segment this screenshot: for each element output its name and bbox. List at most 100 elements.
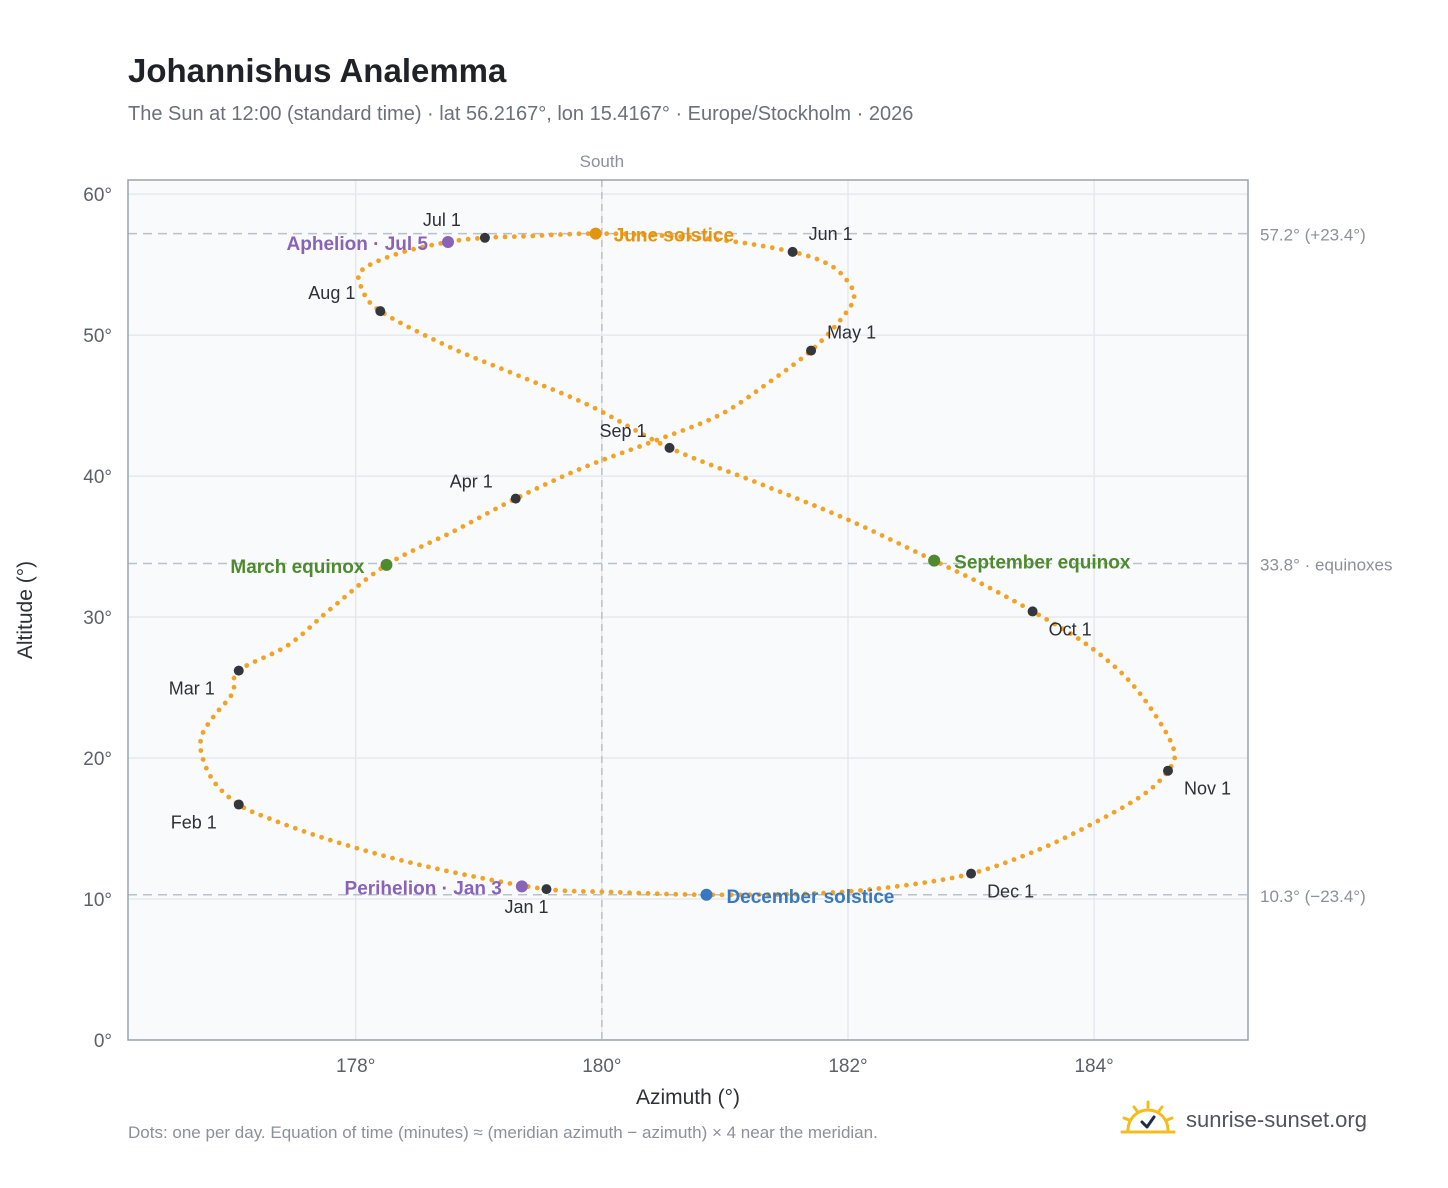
daily-dot [431, 337, 436, 342]
daily-dot [476, 515, 482, 521]
daily-dot [558, 390, 564, 396]
daily-dot [456, 237, 462, 243]
daily-dot [747, 892, 753, 898]
daily-dot [208, 774, 213, 779]
daily-dot [987, 585, 993, 591]
daily-dot [687, 234, 693, 240]
daily-dot [542, 482, 548, 487]
daily-dot [1172, 755, 1178, 761]
daily-dot [358, 284, 364, 289]
daily-dot [734, 472, 740, 478]
daily-dot [524, 376, 530, 382]
daily-dot [894, 883, 900, 889]
daily-dot [1157, 778, 1163, 784]
y-tick-label: 20° [83, 749, 112, 770]
daily-dot [301, 828, 307, 834]
daily-dot [490, 362, 496, 368]
daily-dot [284, 822, 290, 828]
daily-dot [636, 890, 642, 896]
daily-dot [985, 866, 991, 872]
y-tick-label: 60° [83, 185, 112, 206]
month-marker-label: Aug 1 [308, 283, 355, 303]
month-marker-label: Jun 1 [809, 224, 853, 244]
daily-dot [753, 389, 759, 395]
daily-dot [674, 448, 680, 454]
month-marker [806, 345, 817, 356]
daily-dot [473, 355, 479, 361]
event-label: Perihelion · Jan 3 [345, 878, 502, 899]
daily-dot [1090, 646, 1096, 652]
daily-dot [1045, 843, 1051, 849]
daily-dot [604, 231, 610, 237]
daily-dot [493, 234, 499, 240]
daily-dot [654, 891, 660, 897]
daily-dot [682, 452, 688, 458]
daily-dot [794, 496, 800, 502]
daily-dot [541, 383, 547, 389]
daily-dot [769, 485, 774, 491]
daily-dot [829, 510, 834, 516]
daily-dot [576, 231, 582, 237]
daily-dot [266, 816, 272, 821]
daily-dot [854, 521, 860, 527]
daily-dot [825, 331, 831, 337]
daily-dot [438, 240, 444, 246]
daily-dot [1105, 658, 1111, 664]
month-marker-label: Feb 1 [171, 813, 217, 833]
daily-dot [1125, 677, 1131, 683]
daily-dot [551, 478, 557, 484]
daily-dot [1103, 814, 1109, 819]
daily-dot [568, 470, 573, 476]
daily-dot [408, 860, 413, 866]
daily-dot [697, 421, 703, 427]
daily-dot [885, 885, 891, 890]
daily-dot [484, 510, 490, 516]
month-marker-label: Sep 1 [600, 421, 647, 441]
daily-dot [1075, 636, 1081, 641]
daily-dot [962, 573, 968, 578]
daily-dot [372, 850, 378, 856]
daily-dot [585, 463, 590, 469]
daily-dot [849, 285, 855, 291]
daily-dot [435, 536, 441, 542]
daily-dot [219, 788, 225, 794]
daily-dot [355, 275, 361, 281]
brand-name: sunrise-sunset.org [1186, 1107, 1367, 1132]
daily-dot [576, 467, 582, 472]
month-marker [966, 868, 977, 879]
daily-dot [362, 292, 368, 298]
daily-dot [526, 489, 531, 495]
daily-dot [1119, 670, 1125, 676]
month-marker [787, 246, 798, 257]
sun-logo-icon [1120, 1100, 1176, 1134]
daily-dot [465, 236, 471, 242]
month-marker-label: May 1 [827, 323, 876, 343]
daily-dot [1011, 857, 1017, 862]
meridian-label: South [580, 152, 624, 171]
daily-dot [641, 232, 647, 238]
daily-dot [1020, 603, 1025, 609]
daily-dot [427, 540, 433, 546]
daily-dot [843, 310, 849, 316]
daily-dot [453, 870, 458, 876]
daily-dot [922, 880, 928, 886]
daily-dot [521, 233, 526, 239]
daily-dot [462, 872, 467, 878]
daily-dot [1158, 721, 1164, 727]
daily-dot [592, 405, 598, 411]
daily-dot [645, 440, 651, 446]
daily-dot [231, 684, 237, 690]
chart-subtitle: The Sun at 12:00 (standard time) · lat 5… [128, 103, 914, 125]
daily-dot [912, 549, 918, 554]
daily-dot [756, 892, 762, 898]
daily-dot [879, 533, 885, 538]
daily-dot [949, 875, 955, 881]
daily-dot [903, 882, 909, 888]
daily-dot [802, 891, 808, 897]
month-markers: Jan 1 Feb 1 Mar 1 Apr 1 May 1 Jun 1 Jul 1 Aug 1… [169, 210, 1231, 917]
month-marker-label: Nov 1 [1184, 779, 1231, 799]
month-marker [1163, 765, 1173, 776]
daily-dot [619, 450, 625, 456]
daily-dot [700, 459, 705, 465]
daily-dot [751, 242, 757, 247]
